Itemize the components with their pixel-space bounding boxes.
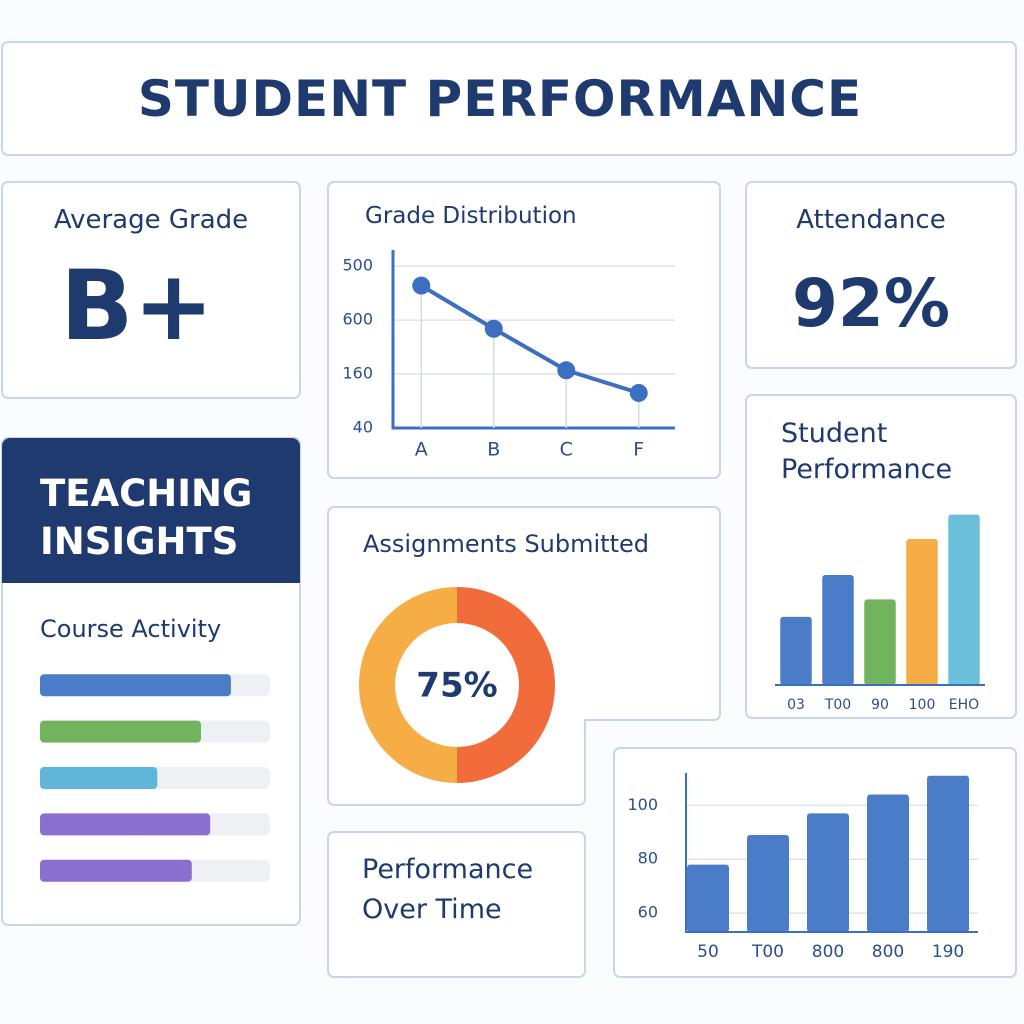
bar [747, 834, 789, 932]
point [412, 276, 431, 295]
bar [40, 859, 192, 882]
insights-title: TEACHING INSIGHTS [40, 472, 253, 563]
chart-title: Assignments Submitted [363, 530, 649, 558]
card-label: Performance Over Time [362, 854, 534, 925]
attendance-card [745, 181, 1017, 369]
center-label: 75% [416, 666, 497, 706]
bar [687, 864, 729, 932]
axis [391, 250, 675, 430]
bar [780, 616, 812, 685]
x-tick-label: 800 [812, 942, 844, 962]
axis [685, 773, 978, 933]
card-label: Average Grade [53, 205, 249, 235]
x-tick-label: B [487, 439, 500, 461]
card-value: 92% [792, 265, 950, 342]
bar [927, 775, 969, 932]
bar [864, 599, 896, 685]
bar [948, 514, 980, 685]
performance-over-time-card [327, 831, 586, 978]
x-tick-label: T00 [751, 942, 784, 962]
y-tick-label: 80 [638, 849, 658, 868]
x-tick-label: A [415, 439, 428, 461]
insights-header [2, 438, 300, 583]
donut-segment [457, 587, 555, 783]
bar [867, 794, 909, 932]
x-tick-label: 03 [787, 697, 805, 713]
page-title: STUDENT PERFORMANCE [137, 70, 863, 128]
bar [40, 813, 211, 836]
x-tick-label: 190 [932, 942, 964, 962]
y-tick-label: 60 [638, 903, 658, 922]
card-value: B+ [60, 250, 214, 362]
point [557, 361, 576, 380]
y-tick-label: 600 [342, 310, 373, 329]
y-tick-label: 100 [627, 795, 658, 814]
x-tick-label: T00 [824, 697, 851, 713]
bar [822, 574, 854, 685]
header-card [1, 41, 1017, 156]
y-tick-label: 500 [342, 256, 373, 275]
card-label: Attendance [796, 205, 946, 235]
x-tick-label: C [560, 439, 573, 461]
x-tick-label: EHO [949, 697, 979, 713]
point [484, 319, 503, 338]
x-tick-label: 800 [872, 942, 904, 962]
chart-title: Student Performance [781, 418, 953, 485]
x-tick-label: 90 [871, 697, 889, 713]
bar [40, 674, 231, 697]
chart-title: Course Activity [40, 615, 222, 643]
chart-title: Grade Distribution [365, 203, 577, 229]
donut-segment [359, 587, 457, 783]
grade-distribution-card [327, 181, 721, 479]
bar [40, 767, 158, 789]
line [420, 283, 640, 395]
x-tick-label: 50 [697, 942, 719, 962]
point [629, 383, 648, 402]
bar [40, 720, 201, 743]
bar [807, 813, 849, 932]
y-tick-label: 40 [353, 418, 373, 437]
grade-card [1, 181, 301, 399]
x-tick-label: F [633, 439, 644, 461]
bar [906, 538, 938, 685]
y-tick-label: 160 [342, 364, 373, 383]
x-tick-label: 100 [909, 697, 936, 713]
